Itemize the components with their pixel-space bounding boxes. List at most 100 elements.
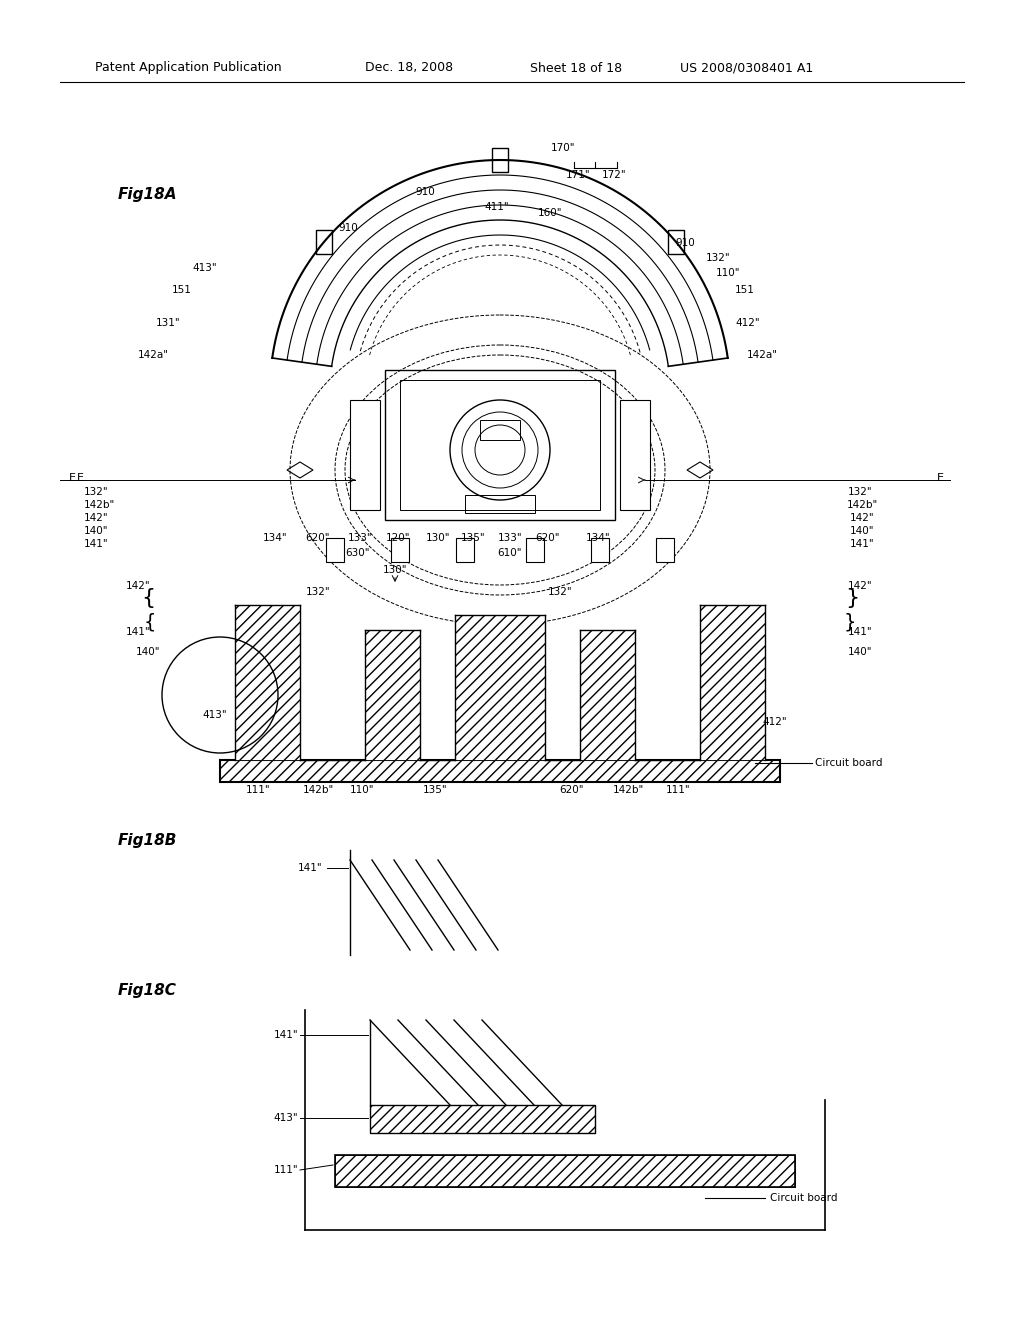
Text: Fig18A: Fig18A xyxy=(118,187,177,202)
Text: 142a": 142a" xyxy=(746,350,777,360)
Bar xyxy=(656,539,674,562)
Bar xyxy=(700,605,765,760)
Bar xyxy=(335,1155,795,1187)
Text: 132": 132" xyxy=(706,253,730,263)
Bar xyxy=(455,615,545,760)
Text: E: E xyxy=(69,473,76,483)
Text: 610": 610" xyxy=(498,548,522,558)
Bar xyxy=(526,539,544,562)
Text: 142b": 142b" xyxy=(612,785,644,795)
Bar xyxy=(350,400,380,510)
Text: 111": 111" xyxy=(666,785,690,795)
Text: 120": 120" xyxy=(386,533,411,543)
Text: E: E xyxy=(77,473,84,483)
Text: 142a": 142a" xyxy=(137,350,169,360)
Bar xyxy=(400,380,600,510)
Text: {: { xyxy=(141,587,155,609)
Text: Patent Application Publication: Patent Application Publication xyxy=(95,62,282,74)
Bar xyxy=(385,370,615,520)
Bar xyxy=(591,539,609,562)
Text: 132": 132" xyxy=(848,487,872,498)
Text: 413": 413" xyxy=(273,1113,298,1123)
Text: 140": 140" xyxy=(850,525,874,536)
Text: 131": 131" xyxy=(156,318,180,327)
Text: 142": 142" xyxy=(126,581,151,591)
Bar xyxy=(465,495,535,513)
Text: 620": 620" xyxy=(560,785,585,795)
Text: 132": 132" xyxy=(548,587,572,597)
Bar xyxy=(365,630,420,760)
Bar xyxy=(480,420,520,440)
Text: 142": 142" xyxy=(850,513,874,523)
Text: 141": 141" xyxy=(273,1030,298,1040)
Text: 111": 111" xyxy=(246,785,270,795)
Text: 134": 134" xyxy=(586,533,610,543)
Text: 140": 140" xyxy=(136,647,161,657)
Text: 910: 910 xyxy=(415,187,435,197)
Text: Fig18B: Fig18B xyxy=(118,833,177,847)
Text: 910: 910 xyxy=(338,223,357,234)
Text: Sheet 18 of 18: Sheet 18 of 18 xyxy=(530,62,623,74)
Text: 141": 141" xyxy=(298,863,323,873)
Text: 134": 134" xyxy=(263,533,288,543)
Text: {: { xyxy=(143,612,157,631)
Text: 172": 172" xyxy=(602,170,627,180)
Text: Circuit board: Circuit board xyxy=(815,758,883,768)
Bar xyxy=(492,148,508,172)
Text: 140": 140" xyxy=(848,647,872,657)
Text: 160": 160" xyxy=(538,209,562,218)
Text: 151: 151 xyxy=(172,285,191,294)
Text: 142": 142" xyxy=(84,513,109,523)
Text: 412": 412" xyxy=(763,717,787,727)
Bar xyxy=(456,539,474,562)
Text: 135": 135" xyxy=(461,533,485,543)
Text: US 2008/0308401 A1: US 2008/0308401 A1 xyxy=(680,62,813,74)
Text: }: } xyxy=(845,587,859,609)
Text: Circuit board: Circuit board xyxy=(770,1193,838,1203)
Text: E: E xyxy=(937,473,943,483)
Bar xyxy=(326,539,344,562)
Text: 141": 141" xyxy=(84,539,109,549)
Text: 132": 132" xyxy=(306,587,331,597)
Text: 142": 142" xyxy=(848,581,872,591)
Text: 630": 630" xyxy=(346,548,371,558)
Text: 151: 151 xyxy=(735,285,755,294)
Bar xyxy=(335,1155,795,1187)
Text: 135": 135" xyxy=(423,785,447,795)
Text: 141": 141" xyxy=(850,539,874,549)
Text: Dec. 18, 2008: Dec. 18, 2008 xyxy=(365,62,454,74)
Text: 130": 130" xyxy=(426,533,451,543)
Text: 413": 413" xyxy=(203,710,227,719)
Text: 132": 132" xyxy=(84,487,109,498)
Text: 411": 411" xyxy=(484,202,509,213)
Bar xyxy=(315,230,332,255)
Text: 142b": 142b" xyxy=(302,785,334,795)
Text: 620": 620" xyxy=(536,533,560,543)
Text: 140": 140" xyxy=(84,525,109,536)
Bar xyxy=(620,400,650,510)
Text: 171": 171" xyxy=(565,170,590,180)
Bar xyxy=(669,230,684,255)
Bar xyxy=(580,630,635,760)
Text: 111": 111" xyxy=(273,1166,298,1175)
Bar xyxy=(370,1105,595,1133)
Text: 133": 133" xyxy=(348,533,373,543)
Bar xyxy=(370,1105,595,1133)
Text: 110": 110" xyxy=(350,785,374,795)
Bar xyxy=(234,605,300,760)
Text: 133": 133" xyxy=(498,533,522,543)
Bar xyxy=(391,539,409,562)
Text: 141": 141" xyxy=(126,627,151,638)
Text: 412": 412" xyxy=(735,318,760,327)
Text: 910: 910 xyxy=(675,238,695,248)
Bar xyxy=(220,760,780,781)
Text: 413": 413" xyxy=(193,263,217,273)
Text: 141": 141" xyxy=(848,627,872,638)
Bar xyxy=(220,760,780,781)
Text: 142b": 142b" xyxy=(84,500,116,510)
Text: 142b": 142b" xyxy=(847,500,878,510)
Text: 110": 110" xyxy=(716,268,740,279)
Text: Fig18C: Fig18C xyxy=(118,982,177,998)
Text: }: } xyxy=(844,612,856,631)
Text: 170": 170" xyxy=(551,143,575,153)
